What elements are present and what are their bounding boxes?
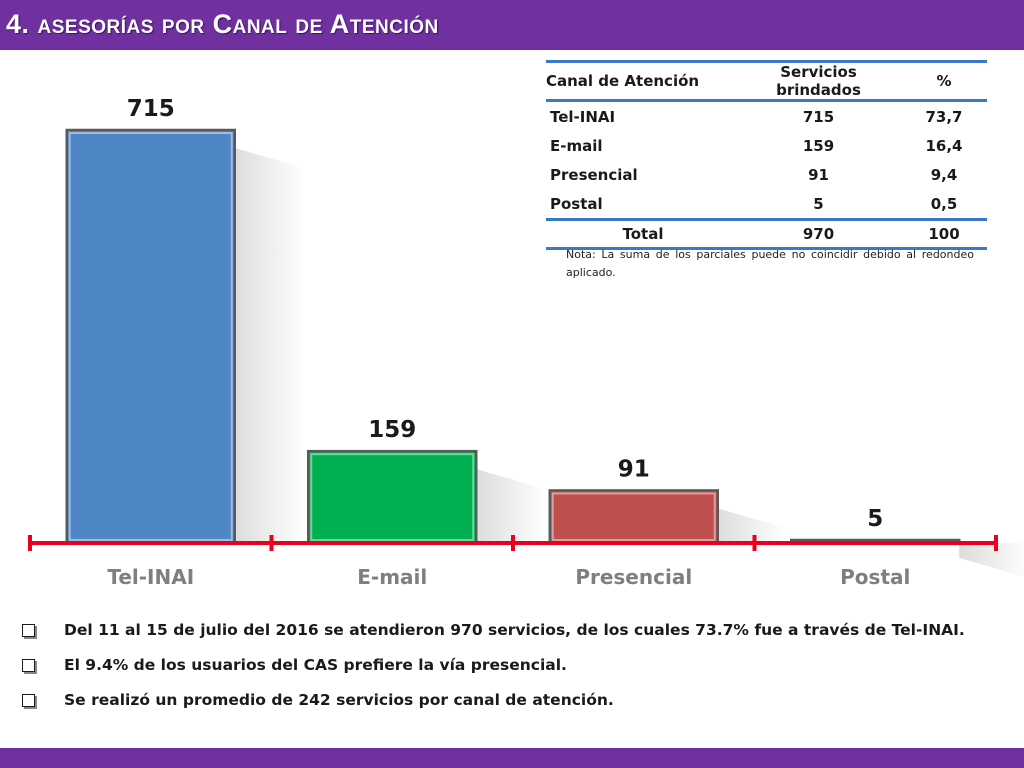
title-bar: 4. asesorías por Canal de Atención (0, 0, 1024, 50)
bullet-text: Del 11 al 15 de julio del 2016 se atendi… (64, 621, 965, 639)
bar-shadow (959, 543, 1024, 577)
checkbox-bullet-icon (22, 624, 35, 637)
table-cell: Tel-INAI (550, 107, 616, 126)
bar-presencial (548, 489, 719, 545)
table-cell: 73,7 (925, 107, 963, 126)
bottom-bar (0, 748, 1024, 768)
bar-bevel (310, 453, 475, 542)
category-label: Postal (840, 565, 910, 589)
data-label: 5 (867, 506, 883, 532)
bar-bevel (551, 492, 716, 542)
bullet-item: Del 11 al 15 de julio del 2016 se atendi… (22, 618, 1012, 653)
table-note: Nota: La suma de los parciales puede no … (566, 248, 974, 279)
summary-table: Canal de Atención Servicios brindados % … (546, 60, 987, 250)
checkbox-bullet-icon (22, 694, 35, 707)
table-cell: 159 (802, 136, 835, 155)
bullet-item: Se realizó un promedio de 242 servicios … (22, 688, 1012, 723)
checkbox-bullet-icon (22, 659, 35, 672)
category-label: Tel-INAI (107, 565, 194, 589)
table-row: Presencial 91 9,4 (546, 160, 987, 189)
category-label: E-mail (357, 565, 427, 589)
table-header-servicios: Servicios brindados (736, 60, 901, 102)
table-row: Postal 5 0,5 (546, 189, 987, 220)
table-total-row: Total 970 100 (546, 218, 987, 250)
bullet-item: El 9.4% de los usuarios del CAS prefiere… (22, 653, 1012, 688)
table-cell: E-mail (550, 136, 603, 155)
bullet-list: Del 11 al 15 de julio del 2016 se atendi… (22, 618, 1012, 723)
table-cell: 91 (808, 165, 829, 184)
bar-bevel (68, 132, 233, 541)
data-label: 159 (368, 417, 416, 443)
table-total-servicios: 970 (736, 218, 901, 250)
table-cell: 5 (813, 194, 824, 213)
table-cell: Postal (550, 194, 603, 213)
table-total-percent: 100 (901, 218, 987, 250)
slide-title: 4. asesorías por Canal de Atención (6, 9, 439, 39)
table-row: Tel-INAI 715 73,7 (546, 101, 987, 132)
table-total-label: Total (546, 218, 736, 250)
data-label: 91 (618, 456, 650, 482)
data-label: 715 (127, 96, 175, 122)
bar-tel-inai (65, 128, 236, 545)
category-label: Presencial (575, 565, 692, 589)
table-cell: 715 (802, 107, 835, 126)
table-row: E-mail 159 16,4 (546, 131, 987, 160)
table-header-canal: Canal de Atención (546, 60, 736, 102)
table-header-percent: % (901, 60, 987, 102)
table-cell: 0,5 (930, 194, 958, 213)
bullet-text: Se realizó un promedio de 242 servicios … (64, 691, 614, 709)
bar-e-mail (307, 449, 478, 545)
bar-chart: 715 Tel-INAI 159 E-mail 91 Presencial 5 Postal (28, 96, 1024, 589)
bar-shadow (717, 508, 788, 543)
bar-shadow (476, 469, 547, 543)
bar-shadow (234, 148, 305, 543)
table-cell: 9,4 (930, 165, 958, 184)
table-cell: 16,4 (925, 136, 963, 155)
table-cell: Presencial (550, 165, 638, 184)
table-header-row: Canal de Atención Servicios brindados % (546, 60, 987, 102)
bullet-text: El 9.4% de los usuarios del CAS prefiere… (64, 656, 567, 674)
